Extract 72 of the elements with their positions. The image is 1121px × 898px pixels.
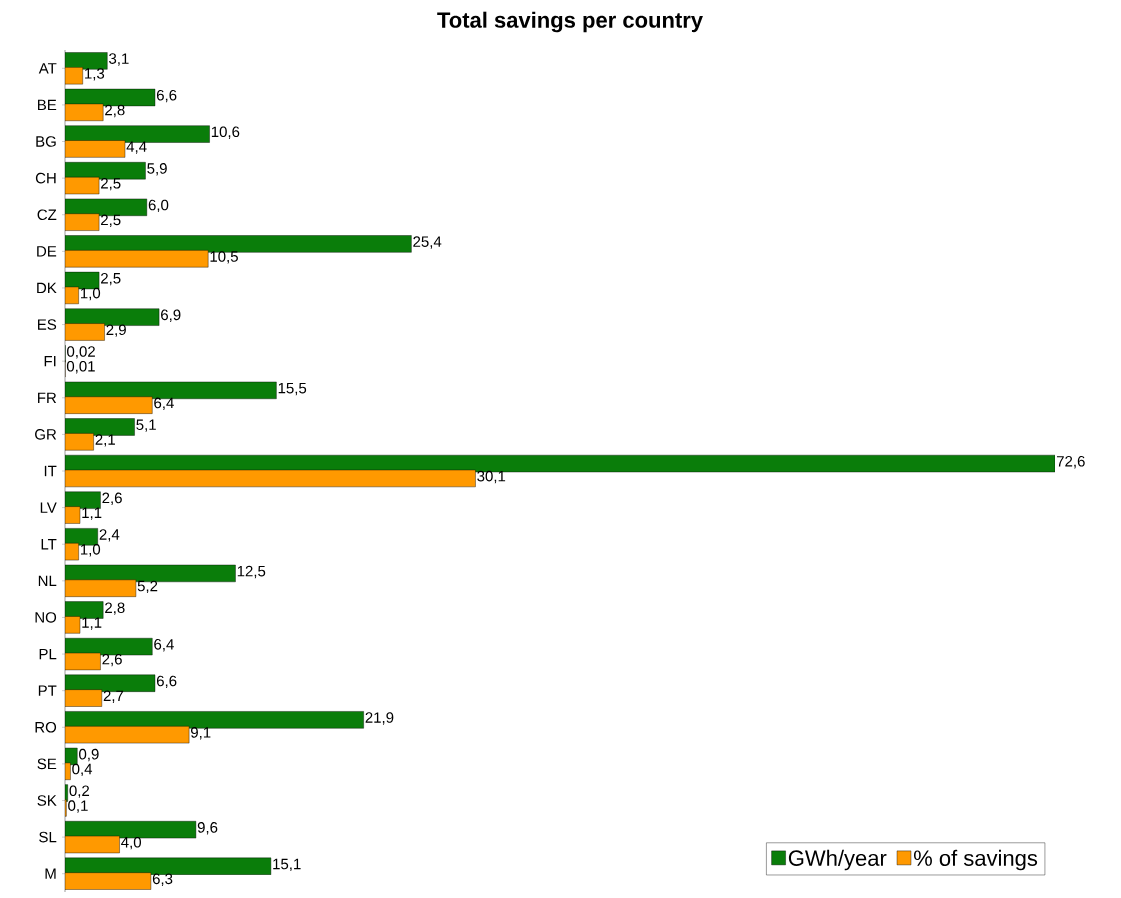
data-label: 25,4: [413, 236, 442, 249]
data-label: 4,0: [121, 836, 142, 850]
data-label: 30,1: [477, 470, 506, 484]
legend-label: % of savings: [913, 849, 1038, 871]
y-tick-label: DK: [37, 282, 57, 294]
y-tick-label: DE: [37, 246, 57, 257]
y-tick-label: CZ: [37, 209, 57, 221]
data-label: 6,4: [154, 397, 174, 411]
data-label: 2,8: [105, 602, 125, 615]
data-label: 1,0: [80, 544, 101, 557]
data-label: 5,1: [136, 419, 156, 432]
chart-title: Total savings per country: [437, 11, 703, 33]
data-label: 15,1: [273, 858, 301, 872]
y-tick-label: SL: [39, 831, 57, 843]
data-label: 0,1: [68, 800, 88, 813]
data-label: 6,4: [154, 639, 174, 652]
data-label: 2,5: [101, 272, 121, 286]
data-label: 2,9: [106, 324, 126, 337]
data-label: 21,9: [365, 712, 394, 725]
y-tick-label: IT: [44, 465, 57, 477]
y-tick-label: LT: [41, 539, 57, 550]
data-label: 15,5: [278, 382, 307, 396]
data-label: 2,8: [105, 104, 125, 118]
y-tick-label: RO: [35, 721, 57, 733]
y-tick-label: PL: [39, 648, 57, 660]
data-label: 5,2: [137, 580, 158, 594]
y-tick-label: BE: [38, 99, 57, 111]
y-tick-label: FR: [38, 392, 57, 403]
data-label: 9,6: [197, 822, 218, 835]
data-label: 1,1: [82, 507, 102, 520]
data-label: 6,9: [161, 309, 181, 322]
data-label: 1,0: [80, 287, 101, 301]
y-tick-label: BG: [36, 136, 56, 147]
data-label: 9,1: [190, 727, 211, 740]
y-tick-label: ES: [38, 319, 57, 330]
y-tick-label: AT: [38, 63, 57, 74]
data-label: 6,3: [152, 873, 173, 886]
y-tick-label: FI: [44, 356, 56, 367]
data-label: 5,9: [147, 163, 167, 176]
y-tick-label: CH: [35, 172, 56, 184]
y-tick-label: PT: [38, 685, 57, 696]
data-label: 2,5: [101, 214, 121, 227]
data-label: 0,01: [66, 361, 95, 374]
data-label: 1,1: [82, 617, 102, 630]
y-tick-label: LV: [40, 502, 57, 513]
data-label: 0,4: [72, 763, 93, 777]
y-tick-label: NO: [35, 612, 57, 623]
data-label: 2,6: [102, 492, 122, 505]
legend-label: GWh/year: [788, 849, 887, 871]
y-tick-label: SE: [37, 758, 57, 770]
data-label: 72,6: [1056, 456, 1085, 469]
data-label: 12,5: [237, 565, 266, 579]
data-label: 10,6: [211, 126, 240, 139]
data-label: 2,5: [101, 177, 121, 191]
data-label: 2,4: [99, 529, 120, 542]
data-label: 0,02: [67, 346, 95, 359]
data-label: 4,4: [126, 141, 147, 154]
data-label: 6,0: [148, 199, 169, 213]
y-tick-label: M: [45, 868, 56, 879]
data-label: 6,6: [156, 89, 177, 103]
data-label: 10,5: [210, 251, 238, 264]
y-tick-label: NL: [38, 575, 57, 586]
data-label: 0,9: [79, 748, 99, 762]
data-label: 3,1: [109, 53, 129, 66]
data-label: 2,7: [103, 690, 124, 703]
data-label: 2,1: [95, 434, 115, 447]
data-label: 6,6: [156, 675, 177, 689]
data-label: 2,6: [102, 653, 122, 667]
data-label: 1,3: [85, 68, 105, 81]
y-tick-label: GR: [35, 429, 57, 440]
data-label: 0,2: [69, 785, 90, 798]
y-tick-label: SK: [37, 795, 57, 806]
